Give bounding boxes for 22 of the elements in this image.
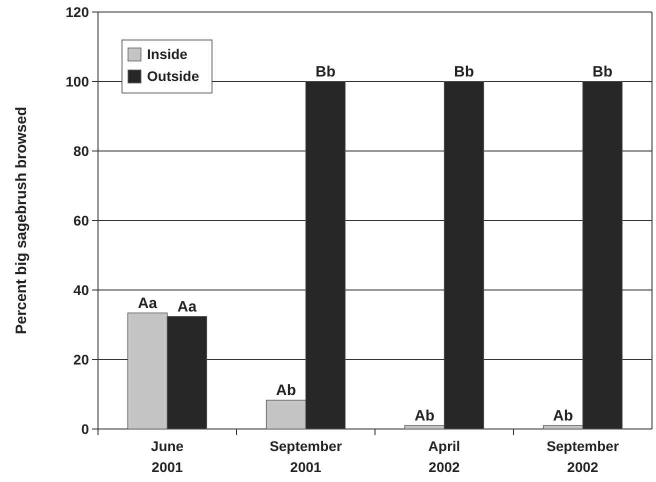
y-tick-label: 80 — [73, 142, 90, 159]
data-label: Aa — [138, 294, 158, 312]
y-tick-label: 60 — [73, 212, 90, 228]
y-tick-label: 120 — [66, 4, 90, 20]
x-tick-label: September 2001 — [270, 438, 342, 475]
data-label: Aa — [177, 298, 198, 316]
x-tick-label: June 2001 — [150, 438, 184, 475]
x-tick-label: September 2002 — [546, 438, 620, 475]
data-label: Bb — [592, 64, 612, 80]
data-label: Ab — [276, 382, 296, 400]
y-tick-label: 0 — [81, 420, 90, 437]
x-tick-label: April 2002 — [428, 438, 460, 475]
data-label: Bb — [454, 64, 474, 80]
y-tick-label: 100 — [66, 73, 90, 90]
legend-label: Outside — [147, 68, 200, 84]
y-tick-label: 40 — [73, 282, 90, 298]
data-label: Ab — [553, 408, 574, 425]
legend-label: Inside — [147, 46, 188, 62]
y-tick-label: 20 — [73, 351, 90, 368]
data-label: Ab — [414, 408, 435, 425]
y-axis-title: Percent big sagebrush browsed — [13, 106, 30, 334]
data-label: Bb — [315, 64, 336, 80]
